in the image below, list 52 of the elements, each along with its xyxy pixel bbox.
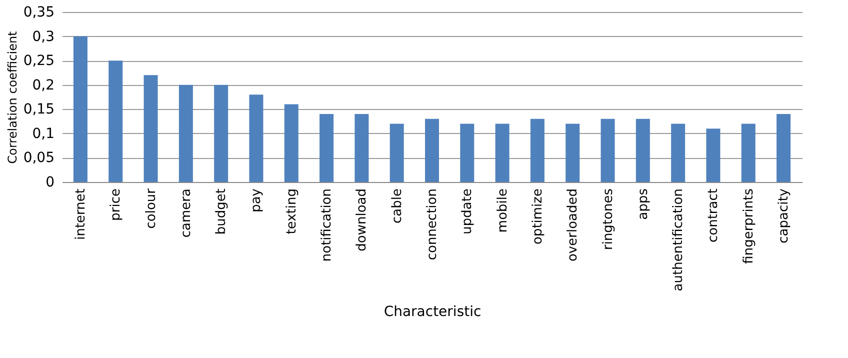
bar xyxy=(214,84,228,182)
bar xyxy=(495,124,510,182)
y-tick-label: 0 xyxy=(46,174,54,190)
y-tick-label: 0,25 xyxy=(23,53,54,70)
bar xyxy=(671,124,686,182)
x-tick-label: download xyxy=(354,188,370,252)
y-tick-label: 0,15 xyxy=(23,102,54,118)
bar xyxy=(73,36,88,182)
x-tick-label: notification xyxy=(320,188,335,262)
bar xyxy=(249,94,264,182)
x-tick-label: overloaded xyxy=(566,188,581,262)
x-tick-label: apps xyxy=(636,188,651,220)
x-tick-label: update xyxy=(460,188,476,234)
x-tick-label: texting xyxy=(284,188,300,234)
x-tick-label: cable xyxy=(390,188,405,224)
bar xyxy=(284,104,298,182)
y-tick-label: 0,3 xyxy=(32,28,54,45)
x-tick-label: authentification xyxy=(671,188,686,292)
bar xyxy=(776,114,791,182)
x-tick-label: fingerprints xyxy=(741,188,756,264)
x-tick-label: pay xyxy=(249,188,264,212)
x-tick-label: camera xyxy=(178,188,194,238)
y-axis-title: Correlation coefficient xyxy=(5,30,20,164)
bar xyxy=(600,118,615,182)
bar xyxy=(144,75,158,182)
x-tick-label: mobile xyxy=(495,188,510,233)
bar xyxy=(425,118,439,182)
bar xyxy=(354,114,369,182)
y-tick-label: 0,1 xyxy=(32,126,54,142)
x-tick-label: optimize xyxy=(530,188,546,245)
y-tick-label: 0,2 xyxy=(32,77,54,94)
bar xyxy=(741,124,756,182)
x-tick-label: colour xyxy=(144,188,159,229)
y-tick-label: 0,35 xyxy=(23,4,54,20)
bar xyxy=(636,118,650,182)
bar xyxy=(320,114,334,182)
x-tick-label: ringtones xyxy=(600,188,616,250)
bar xyxy=(566,124,580,182)
x-tick-label: internet xyxy=(73,188,88,240)
bar xyxy=(178,84,193,182)
y-tick-label: 0,05 xyxy=(23,150,54,166)
x-tick-label: contract xyxy=(706,188,722,242)
x-tick-label: connection xyxy=(425,188,440,260)
bar xyxy=(390,124,404,182)
x-tick-label: budget xyxy=(214,188,230,235)
bar xyxy=(460,124,474,182)
bar xyxy=(108,60,123,182)
x-tick-label: price xyxy=(108,188,124,221)
x-axis-title: Characteristic xyxy=(384,304,482,320)
bar xyxy=(530,118,544,182)
x-tick-label: capacity xyxy=(776,188,792,244)
bar xyxy=(706,128,720,182)
